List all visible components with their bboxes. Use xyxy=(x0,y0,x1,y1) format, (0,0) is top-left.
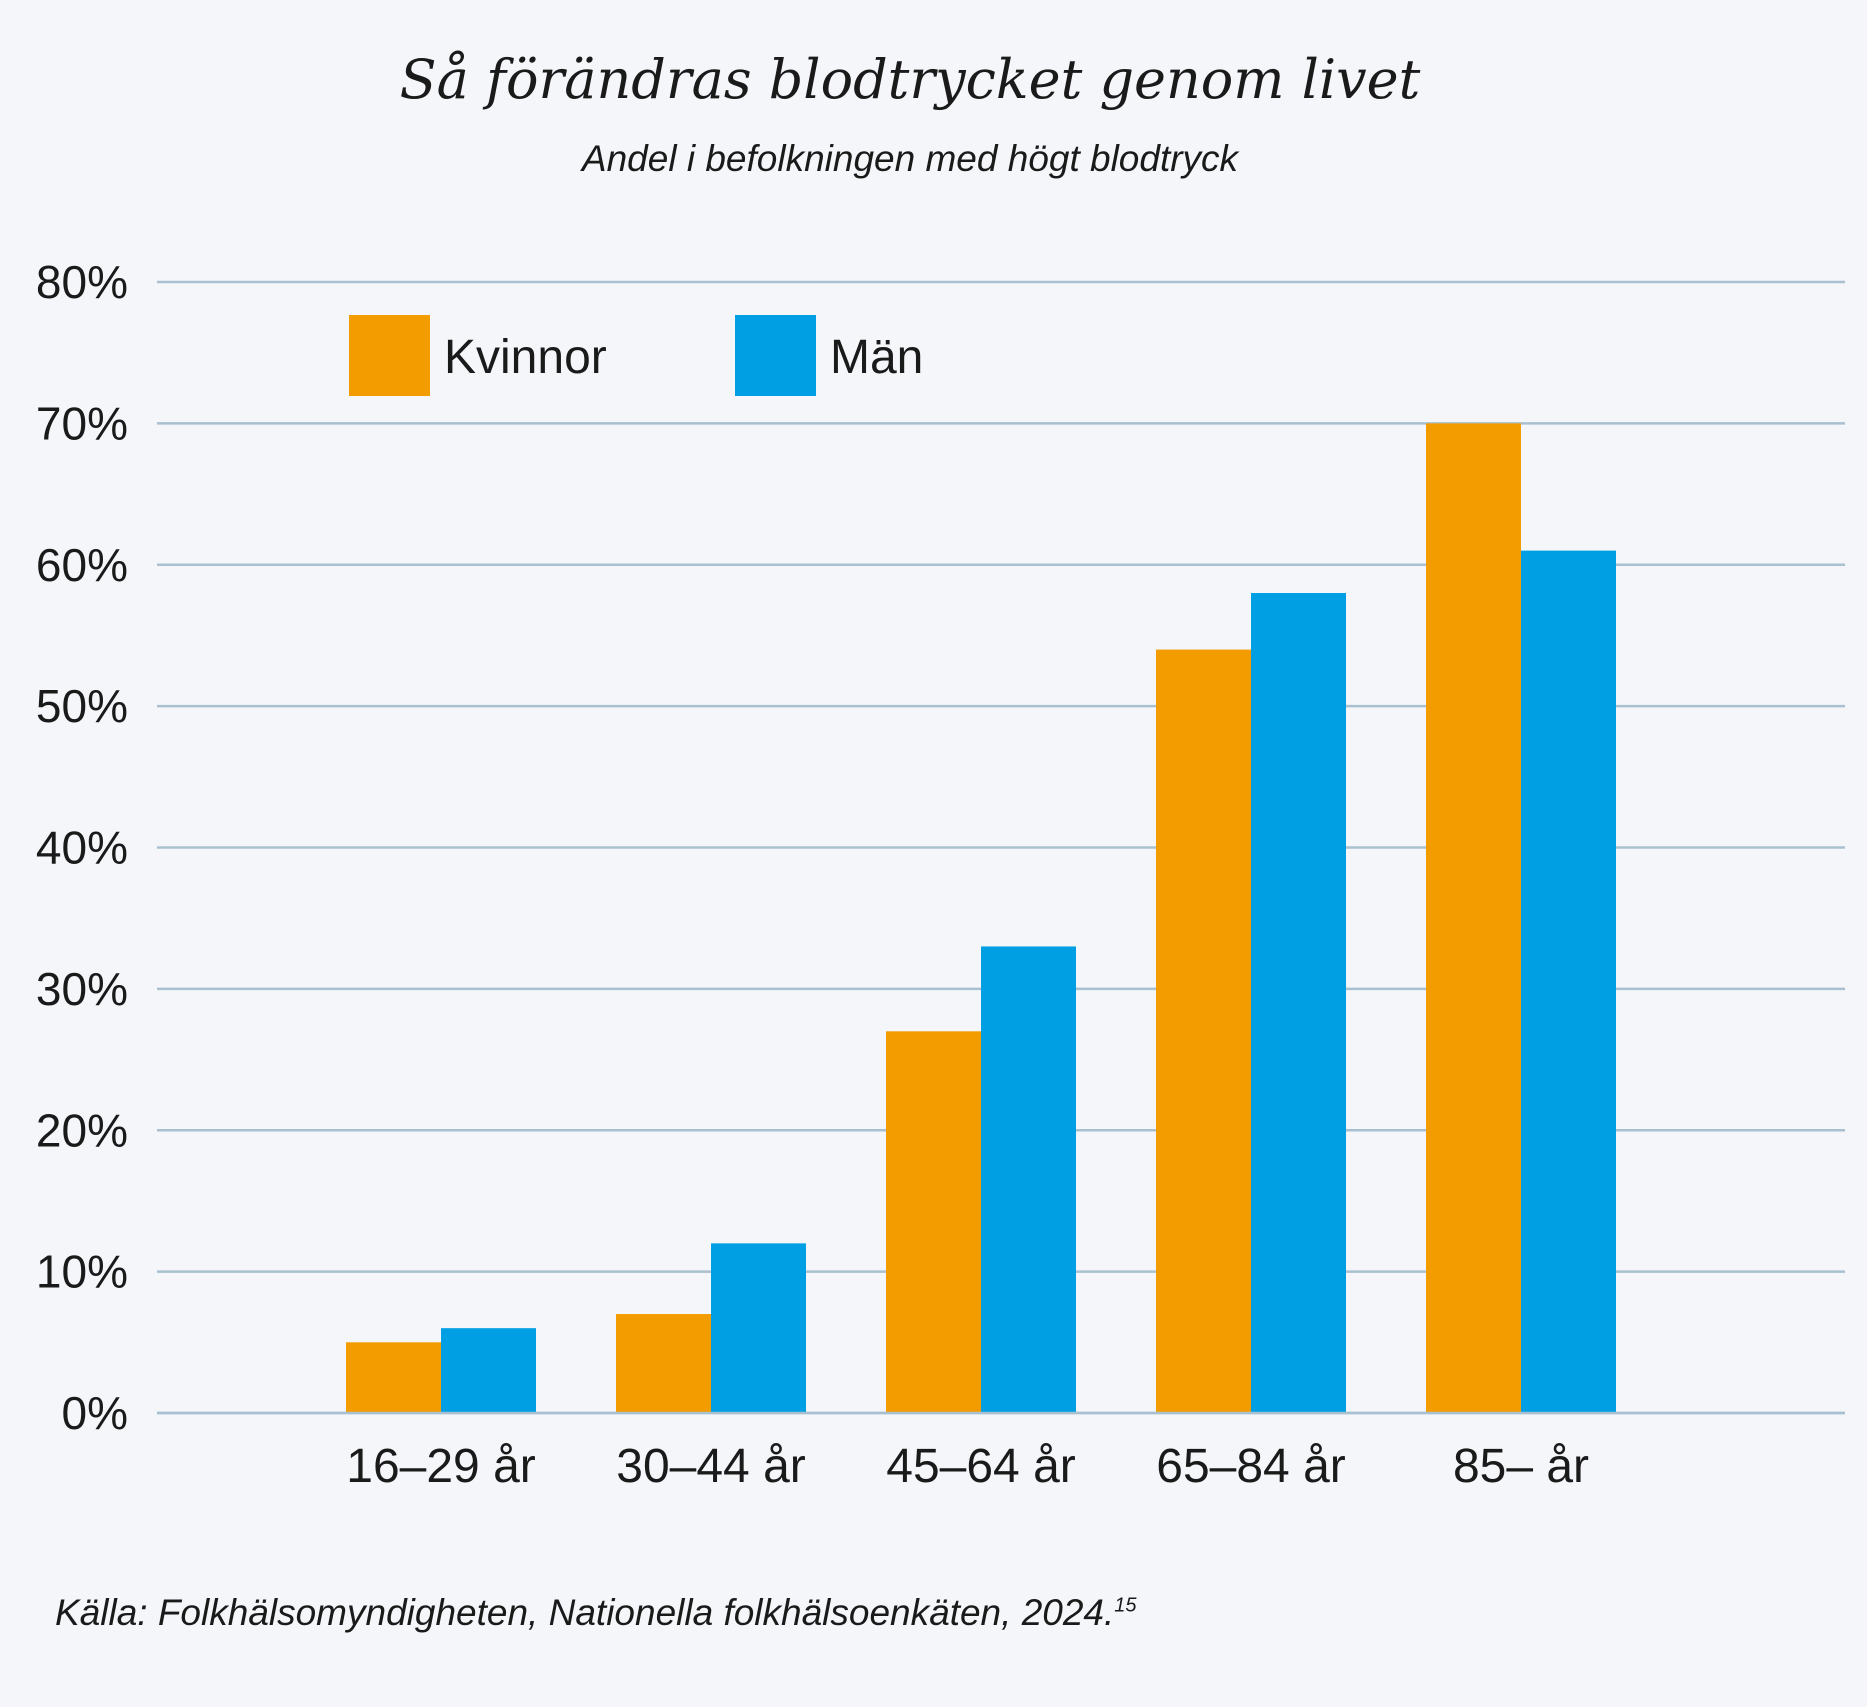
x-tick-label: 45–64 år xyxy=(886,1440,1076,1493)
chart-title: Så förändras blodtrycket genom livet xyxy=(399,48,1421,111)
bar xyxy=(711,1243,806,1413)
legend: Kvinnor Män xyxy=(349,315,923,396)
x-tick-label: 85– år xyxy=(1453,1440,1589,1493)
bar xyxy=(1156,649,1251,1413)
y-tick-label: 0% xyxy=(62,1387,128,1439)
y-tick-label: 20% xyxy=(36,1104,128,1156)
x-tick-label: 65–84 år xyxy=(1156,1440,1346,1493)
x-axis-ticks: 16–29 år 30–44 år 45–64 år 65–84 år 85– år xyxy=(346,1440,1589,1493)
chart-subtitle: Andel i befolkningen med högt blodtryck xyxy=(581,138,1239,179)
bar xyxy=(981,946,1076,1413)
bar xyxy=(1521,550,1616,1413)
bar xyxy=(886,1031,981,1413)
x-tick-label: 30–44 år xyxy=(616,1440,806,1493)
legend-label: Män xyxy=(830,331,923,384)
y-tick-label: 10% xyxy=(36,1246,128,1298)
source-text: Källa: Folkhälsomyndigheten, Nationella … xyxy=(55,1592,1115,1633)
legend-swatch xyxy=(735,315,816,396)
legend-swatch xyxy=(349,315,430,396)
y-tick-label: 80% xyxy=(36,256,128,308)
bars xyxy=(157,423,1845,1415)
bar xyxy=(1251,593,1346,1413)
y-tick-label: 60% xyxy=(36,539,128,591)
y-tick-label: 30% xyxy=(36,963,128,1015)
y-tick-label: 50% xyxy=(36,680,128,732)
bar xyxy=(616,1314,711,1413)
bar-chart: 0% 10% 20% 30% 40% 50% 60% 70% 80% 16–29 år 30–44… xyxy=(36,256,1845,1493)
y-tick-label: 70% xyxy=(36,397,128,449)
bar xyxy=(441,1328,536,1413)
source-footnote: 15 xyxy=(1114,1594,1137,1617)
y-tick-label: 40% xyxy=(36,822,128,874)
bar xyxy=(1426,423,1521,1413)
bar xyxy=(346,1342,441,1413)
source-note: Källa: Folkhälsomyndigheten, Nationella … xyxy=(55,1592,1137,1634)
y-axis-ticks: 0% 10% 20% 30% 40% 50% 60% 70% 80% xyxy=(36,256,128,1439)
x-tick-label: 16–29 år xyxy=(346,1440,536,1493)
legend-label: Kvinnor xyxy=(444,331,607,384)
